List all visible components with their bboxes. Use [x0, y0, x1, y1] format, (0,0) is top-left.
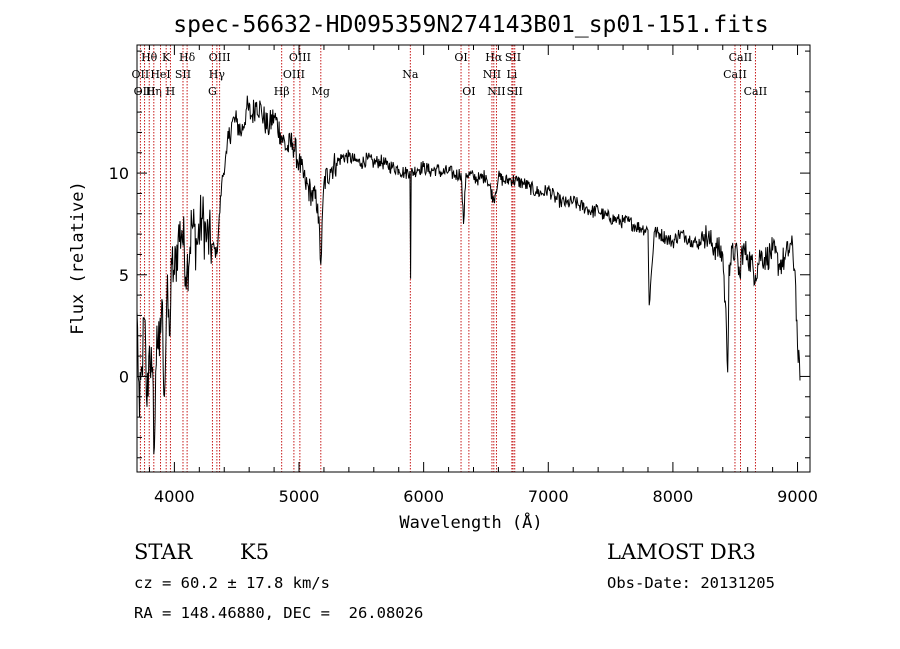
line-marker-label-18: OI	[462, 85, 475, 98]
line-marker-label-23: Li	[506, 68, 517, 81]
x-tick-label-0: 4000	[154, 487, 195, 506]
spectrum-line	[136, 95, 801, 455]
line-marker-label-1: OII	[132, 68, 150, 81]
y-axis-label: Flux (relative)	[68, 181, 88, 335]
line-marker-label-17: OI	[454, 51, 467, 64]
line-marker-label-8: Hδ	[179, 51, 196, 64]
coordinates: RA = 148.46880, DEC = 26.08026	[134, 604, 424, 622]
redshift-velocity: cz = 60.2 ± 17.8 km/s	[134, 574, 330, 592]
line-marker-label-13: OIII	[283, 68, 305, 81]
line-marker-label-11: G	[208, 85, 217, 98]
x-tick-label-5: 9000	[777, 487, 818, 506]
object-type: STAR	[134, 540, 193, 564]
line-marker-label-15: Mg	[312, 85, 330, 98]
y-tick-label-2: 10	[109, 164, 129, 183]
line-marker-label-22: SII	[505, 51, 521, 64]
y-tick-label-0: 0	[119, 367, 129, 386]
line-marker-label-19: Hα	[485, 51, 503, 64]
line-marker-label-25: CaII	[729, 51, 753, 64]
line-marker-label-21: NII	[487, 85, 505, 98]
line-marker-label-2: OIII	[134, 85, 156, 98]
axis-ticks: 4000 5000 6000 7000 8000 9000 0 5 10	[109, 45, 818, 506]
line-marker-label-0: Hθ	[141, 51, 158, 64]
plot-frame	[136, 44, 811, 473]
line-marker-label-24: SII	[507, 85, 523, 98]
x-tick-label-4: 8000	[653, 487, 694, 506]
line-marker-label-4: HeI	[150, 68, 170, 81]
line-marker-label-7: H	[166, 85, 176, 98]
line-marker-label-20: NII	[483, 68, 501, 81]
line-marker-label-26: CaII	[723, 68, 747, 81]
line-marker-label-6: SII	[175, 68, 191, 81]
line-marker-label-16: Na	[402, 68, 419, 81]
y-tick-label-1: 5	[119, 266, 129, 285]
line-marker-label-5: K	[162, 51, 171, 64]
line-marker-label-10: Hγ	[209, 68, 226, 81]
observation-date: Obs-Date: 20131205	[607, 574, 775, 592]
line-marker-label-14: Hβ	[274, 85, 290, 98]
line-marker-label-27: CaII	[744, 85, 768, 98]
line-marker-label-3: Hη	[146, 85, 162, 98]
x-tick-label-3: 7000	[528, 487, 569, 506]
survey-name: LAMOST DR3	[607, 540, 756, 564]
x-tick-label-1: 5000	[279, 487, 320, 506]
line-marker-label-12: OIII	[289, 51, 311, 64]
spectral-class: K5	[240, 540, 270, 564]
x-tick-label-2: 6000	[403, 487, 444, 506]
chart-title: spec-56632-HD095359N274143B01_sp01-151.f…	[173, 12, 768, 38]
x-axis-label: Wavelength (Å)	[399, 511, 542, 533]
line-marker-label-9: OIII	[209, 51, 231, 64]
